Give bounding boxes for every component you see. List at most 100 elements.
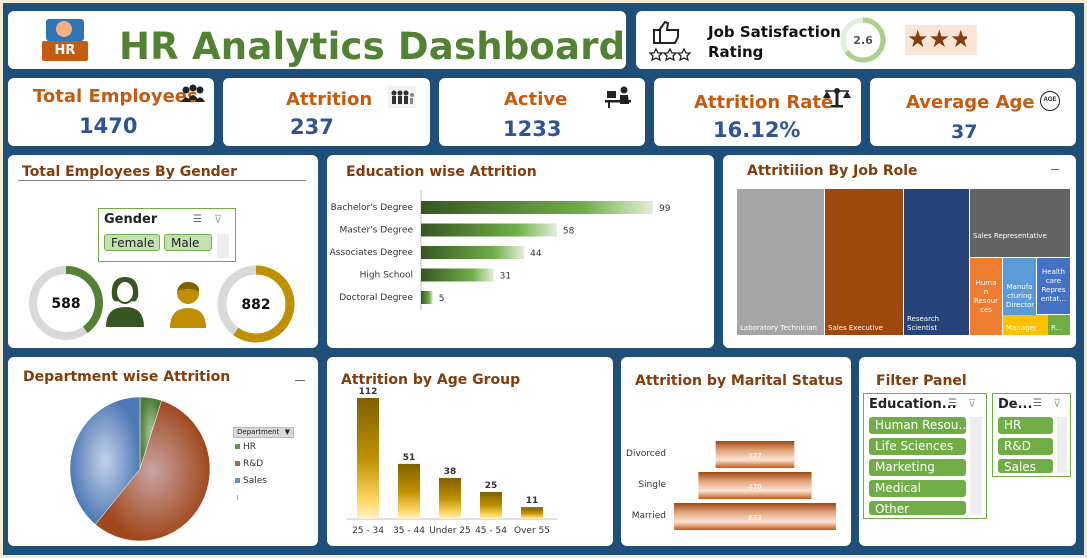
multi-select-icon[interactable]: ☰	[193, 214, 202, 225]
department-legend-filter-button[interactable]: Department ▼	[233, 427, 294, 438]
age-category-label: 45 - 54	[475, 526, 507, 536]
legend-swatch	[235, 478, 240, 483]
kpi-attrition-rate-value: 16.12%	[713, 118, 801, 142]
panel-menu-icon[interactable]	[295, 380, 305, 381]
thumbs-up-rating-icon	[648, 20, 692, 62]
marital-funnel-chart: Divorced 327 Single 470 Married 673	[626, 441, 836, 530]
education-option[interactable]: Other	[869, 501, 966, 515]
jobrole-cell-label: Sales Executive	[828, 324, 883, 332]
education-value-label: 44	[530, 249, 542, 259]
kpi-total-employees-label: Total Employees	[33, 86, 198, 107]
gender-option-male[interactable]: Male	[164, 234, 212, 251]
education-value-label: 5	[439, 294, 445, 304]
age-icon: AGE	[1040, 91, 1060, 111]
leaving-people-icon	[388, 86, 416, 108]
jobrole-treemap-cell: Sales Executive	[825, 189, 903, 335]
department-legend-item: Sales	[235, 476, 267, 486]
marital-value-label: 470	[748, 483, 761, 491]
marital-bar	[715, 441, 795, 468]
male-count: 882	[241, 297, 270, 313]
jobrole-treemap: Laboratory Technician Sales Executive Rese…	[737, 189, 1070, 335]
legend-label: R&D	[243, 459, 264, 469]
desk-worker-icon	[605, 86, 631, 108]
slicer-scrollbar[interactable]	[217, 234, 229, 258]
age-value-label: 112	[359, 387, 378, 397]
kpi-average-age-label: Average Age	[906, 92, 1035, 113]
legend-swatch	[235, 461, 240, 466]
department-legend-item: R&D	[235, 459, 263, 469]
dropdown-arrow-icon: ▼	[284, 428, 290, 436]
jobrole-cell-label: Manager	[1006, 324, 1037, 332]
education-panel: Education wise Attrition Bachelor's Degr…	[327, 155, 714, 348]
age-bar	[439, 477, 461, 519]
jobrole-panel-title: Attritiiion By Job Role	[747, 163, 918, 179]
gender-option-female[interactable]: Female	[104, 234, 160, 251]
age-value-label: 25	[485, 481, 498, 491]
education-slicer-title: Education...	[869, 397, 957, 412]
education-bar	[421, 201, 653, 214]
education-option[interactable]: Human Resou...	[869, 417, 966, 434]
gender-panel: Total Employees By Gender Gender ☰ ⊽ Fem…	[8, 155, 318, 348]
age-category-label: Under 25	[429, 526, 471, 536]
slicer-scrollbar[interactable]	[970, 417, 982, 515]
education-category-label: Bachelor's Degree	[331, 203, 414, 213]
marital-bar	[674, 503, 836, 530]
department-option[interactable]: Sales	[998, 459, 1053, 473]
legend-empty-marker	[237, 495, 238, 500]
jobrole-cell-label: Laboratory Technician	[740, 324, 817, 332]
department-panel: Department wise Attrition Department ▼ H…	[8, 357, 318, 546]
marital-value-label: 673	[748, 514, 761, 522]
jobrole-treemap-cell: Sales Representative	[970, 189, 1070, 257]
satisfaction-label-line2: Rating	[708, 43, 764, 61]
age-value-label: 38	[444, 467, 457, 477]
clear-filter-icon[interactable]: ⊽	[1053, 398, 1062, 410]
education-bar-chart: Bachelor's Degree 99 Master's Degree 58 Asso…	[330, 190, 671, 310]
slicer-scrollbar[interactable]	[1057, 417, 1067, 473]
marital-bar	[698, 472, 812, 499]
department-pie-slice	[95, 400, 211, 542]
multi-select-icon[interactable]: ☰	[1033, 398, 1042, 409]
education-option[interactable]: Life Sciences	[869, 438, 966, 455]
star-rating: ★★★	[905, 25, 977, 55]
multi-select-icon[interactable]: ☰	[948, 398, 957, 409]
balance-scale-icon	[823, 88, 851, 108]
satisfaction-gauge: 2.6	[840, 17, 886, 63]
star-rating-fill: ★★★	[907, 26, 968, 53]
jobrole-panel: Attritiiion By Job Role Laboratory Techn…	[723, 155, 1076, 348]
jobrole-treemap-cell: R...	[1048, 315, 1070, 335]
jobrole-cell-label: Research Scientist	[907, 315, 940, 332]
filter-panel-title: Filter Panel	[876, 373, 967, 389]
age-category-label: 35 - 44	[393, 526, 425, 536]
jobrole-cell-label: Huma n Resour ces	[973, 278, 999, 314]
age-bar-chart: 112 25 - 34 51 35 - 44 38 Under 25 25 45 - 54 11…	[347, 387, 557, 536]
department-option[interactable]: R&D	[998, 438, 1053, 455]
hr-logo-icon: HR	[42, 19, 88, 61]
legend-swatch	[235, 444, 240, 449]
education-option[interactable]: Medical	[869, 480, 966, 497]
education-bar	[421, 246, 525, 259]
education-option[interactable]: Marketing	[869, 459, 966, 476]
kpi-total-employees-value: 1470	[79, 114, 138, 138]
education-slicer: Education... ☰ ⊽ Human Resou... Life Sci…	[863, 393, 987, 519]
department-pie-slice	[69, 396, 141, 525]
clear-filter-icon[interactable]: ⊽	[968, 398, 977, 410]
marital-value-label: 327	[748, 452, 761, 460]
jobrole-treemap-cell: Laboratory Technician	[737, 189, 824, 335]
gender-slicer-title: Gender	[104, 212, 158, 227]
age-bar	[357, 398, 379, 519]
clear-filter-icon[interactable]: ⊽	[214, 214, 223, 226]
education-value-label: 99	[659, 204, 671, 214]
satisfaction-label: Job Satisfaction Rating	[708, 22, 841, 62]
jobrole-treemap-cell: Health care Repres entat...	[1037, 258, 1070, 314]
marital-panel: Attrition by Marital Status Divorced 327 S…	[621, 357, 851, 546]
jobrole-cell-label: R...	[1051, 324, 1063, 332]
people-group-icon	[181, 84, 205, 102]
department-option[interactable]: HR	[998, 417, 1053, 434]
age-category-label: 25 - 34	[352, 526, 384, 536]
education-value-label: 31	[500, 272, 511, 282]
age-bar	[398, 463, 420, 519]
panel-menu-icon[interactable]	[1051, 169, 1059, 170]
jobrole-cell-label: Manufa cturing Director	[1006, 283, 1035, 309]
female-donut-chart: 588	[29, 266, 103, 340]
education-value-label: 58	[563, 227, 575, 237]
